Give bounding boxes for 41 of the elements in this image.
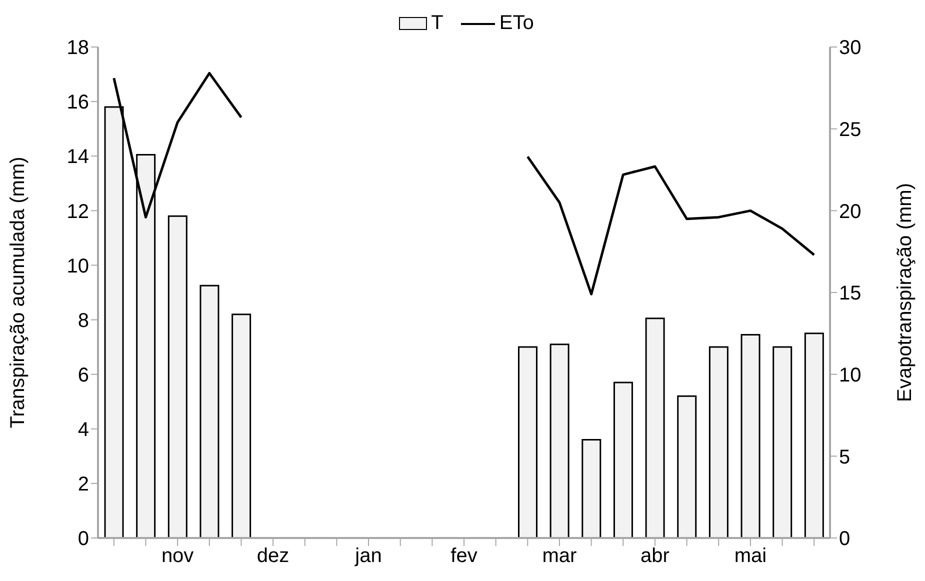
bar bbox=[772, 346, 792, 538]
bar bbox=[804, 332, 824, 538]
bar bbox=[645, 318, 665, 538]
y2-tick-label: 5 bbox=[839, 446, 850, 468]
y2-tick-label: 10 bbox=[839, 364, 862, 386]
y-tick-label: 14 bbox=[66, 146, 89, 168]
x-tick-label: fev bbox=[450, 545, 478, 568]
y-tick-label: 18 bbox=[66, 37, 89, 60]
y-tick-label: 10 bbox=[66, 255, 89, 278]
bar bbox=[200, 284, 220, 538]
x-tick-label: nov bbox=[161, 545, 194, 568]
legend-label: T bbox=[431, 12, 444, 35]
bar bbox=[708, 346, 728, 538]
bar bbox=[168, 215, 188, 538]
y-tick-label: 16 bbox=[66, 92, 89, 114]
bar bbox=[232, 314, 252, 538]
y-axis-title: Transpiração acumulada (mm) bbox=[7, 156, 30, 428]
y2-tick-label: 30 bbox=[839, 37, 862, 60]
y-tick-label: 12 bbox=[66, 200, 89, 223]
bar bbox=[518, 346, 538, 538]
bar bbox=[613, 382, 633, 538]
x-tick-label: mai bbox=[734, 545, 767, 568]
bar bbox=[550, 344, 570, 538]
y2-axis-title: Evapotranspiração (mm) bbox=[894, 183, 916, 402]
y-tick-label: 4 bbox=[78, 418, 89, 441]
bar bbox=[677, 395, 697, 538]
y-tick-label: 6 bbox=[78, 364, 89, 386]
y-tick-label: 2 bbox=[78, 474, 89, 496]
bar bbox=[582, 439, 602, 538]
y2-tick-label: 15 bbox=[839, 282, 862, 305]
x-tick-label: jan bbox=[354, 545, 382, 568]
x-tick-label: abr bbox=[640, 545, 670, 568]
x-tick-label: mar bbox=[542, 545, 578, 568]
y2-tick-label: 20 bbox=[839, 200, 862, 223]
y2-tick-label: 0 bbox=[839, 528, 850, 550]
y-tick-label: 0 bbox=[78, 528, 89, 550]
legend-label: ETo bbox=[499, 12, 534, 35]
x-tick-label: dez bbox=[256, 545, 290, 568]
bar bbox=[740, 334, 760, 538]
y-tick-label: 8 bbox=[78, 310, 89, 332]
y2-tick-label: 25 bbox=[839, 118, 862, 141]
